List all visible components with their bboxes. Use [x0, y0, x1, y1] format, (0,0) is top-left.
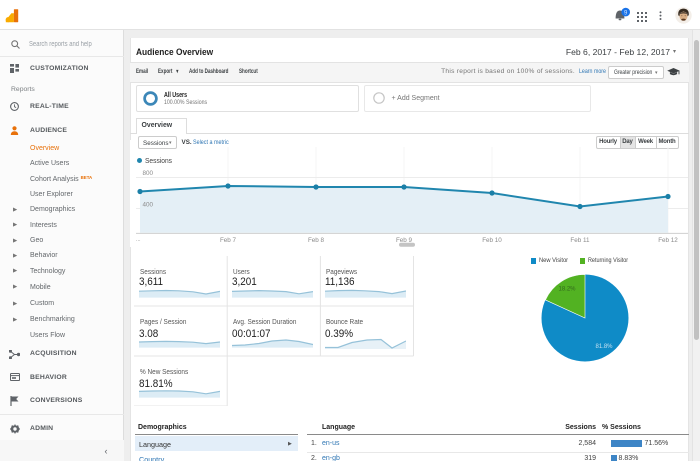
- svg-text:Feb 12: Feb 12: [658, 237, 678, 244]
- svg-text:9: 9: [624, 10, 628, 16]
- svg-text:18.2%: 18.2%: [558, 287, 576, 293]
- svg-text:81.8%: 81.8%: [595, 344, 613, 350]
- svg-text:Feb 9: Feb 9: [396, 237, 413, 244]
- svg-text:Feb 8: Feb 8: [308, 237, 325, 244]
- svg-text:...: ...: [136, 237, 141, 243]
- svg-text:Feb 11: Feb 11: [570, 237, 590, 244]
- svg-text:400: 400: [143, 202, 154, 209]
- svg-text:Feb 10: Feb 10: [482, 237, 502, 244]
- svg-text:Feb 7: Feb 7: [220, 237, 237, 244]
- svg-text:800: 800: [143, 170, 154, 177]
